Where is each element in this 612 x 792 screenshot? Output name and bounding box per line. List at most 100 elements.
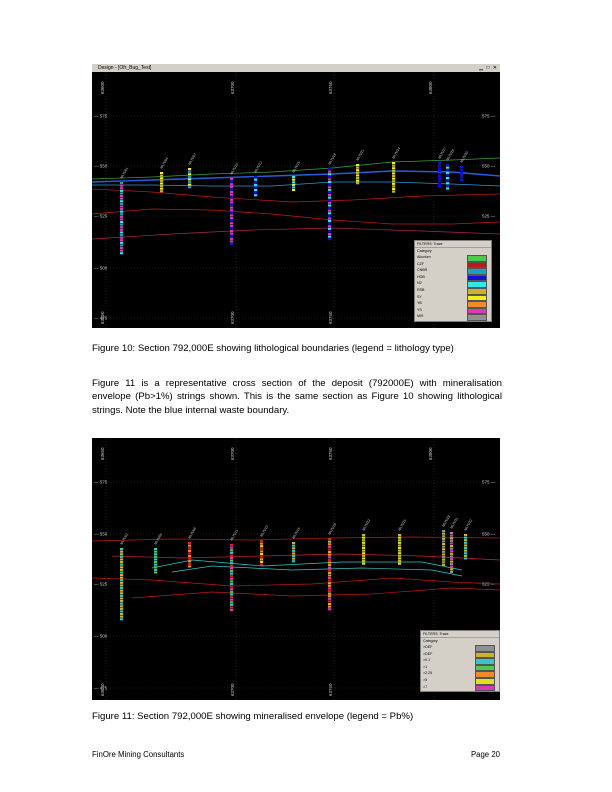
drillhole-label: MLP001	[119, 166, 129, 179]
drillhole-sample	[464, 547, 468, 550]
figure-11-image: 63650 63700 63750 63800 63650 63700 63750 — 575…	[92, 438, 500, 700]
drillhole-sample	[450, 560, 454, 563]
drillhole-sample	[230, 570, 234, 573]
drillhole-sample	[362, 539, 366, 542]
drillhole-sample	[328, 553, 332, 556]
drillhole-sample	[254, 181, 258, 184]
drillhole-sample	[230, 185, 234, 188]
drillhole-sample	[188, 549, 192, 552]
drillhole-sample	[230, 183, 234, 186]
drillhole-sample	[328, 222, 332, 225]
rl-label: — 550	[94, 164, 108, 169]
boundary-string	[111, 553, 500, 561]
drillhole-sample	[328, 569, 332, 572]
drillhole-sample	[260, 540, 264, 543]
drillhole-sample	[230, 577, 234, 580]
boundary-string	[92, 188, 500, 203]
drillhole-sample	[464, 541, 468, 544]
drillhole-sample	[160, 190, 164, 193]
drillhole-sample	[230, 243, 234, 246]
legend-header: Category	[417, 249, 432, 253]
drillhole-sample	[328, 209, 332, 212]
drillhole-sample	[464, 539, 468, 542]
drillhole-sample	[392, 185, 396, 188]
rl-label: — 550	[94, 532, 108, 537]
drillhole-sample	[230, 180, 234, 183]
drillhole-sample	[328, 217, 332, 220]
rl-label: — 475	[94, 316, 108, 321]
drillhole-sample	[446, 179, 450, 182]
drillhole-sample	[120, 610, 124, 613]
drillhole-sample	[230, 193, 234, 196]
drillhole-sample	[460, 176, 464, 179]
legend-item: CZF	[415, 261, 491, 269]
drillhole-sample	[292, 189, 296, 192]
drillhole-label: MLP015	[291, 160, 301, 173]
boundary-string	[92, 577, 500, 587]
rl-label: — 500	[94, 634, 108, 639]
drillhole-sample	[230, 593, 234, 596]
drillhole-sample	[442, 535, 446, 538]
drillhole-sample	[160, 185, 164, 188]
legend-item: Alluvium	[415, 254, 491, 262]
drillhole-sample	[120, 550, 124, 553]
drillhole-sample	[120, 558, 124, 561]
drillhole-sample	[254, 176, 258, 179]
drillhole-sample	[230, 198, 234, 201]
drillhole-sample	[328, 178, 332, 181]
drillhole-sample	[328, 548, 332, 551]
rl-label: 575 —	[482, 114, 496, 119]
drillhole-sample	[230, 196, 234, 199]
legend-swatch	[475, 684, 495, 692]
drillhole-sample	[446, 187, 450, 190]
drillhole-sample	[446, 171, 450, 174]
legend-item-label: >7	[423, 684, 428, 689]
drillhole-sample	[464, 554, 468, 557]
drillhole-sample	[328, 600, 332, 603]
drillhole-sample	[464, 534, 468, 537]
drillhole-sample	[230, 201, 234, 204]
legend-item-label: CNBR	[417, 268, 428, 273]
drillhole-sample	[460, 173, 464, 176]
drillhole-sample	[460, 171, 464, 174]
drillhole-label: MLP019	[327, 522, 337, 535]
drillhole-sample	[260, 560, 264, 563]
legend-item: RSB	[415, 287, 491, 295]
legend-item-label: Alluvium	[417, 255, 431, 259]
boundary-string	[92, 208, 500, 225]
drillhole-sample	[188, 183, 192, 186]
drillhole-sample	[160, 187, 164, 190]
drillhole-label: MLP024	[391, 146, 401, 159]
drillhole-sample	[120, 247, 124, 250]
drillhole-sample	[446, 182, 450, 185]
drillhole-sample	[120, 563, 124, 566]
drillhole-sample	[230, 230, 234, 233]
drillhole-sample	[230, 237, 234, 240]
drillhole-sample	[230, 235, 234, 238]
drillhole-sample	[450, 550, 454, 553]
legend-swatch	[467, 268, 487, 275]
drillhole-sample	[328, 212, 332, 215]
drillhole-sample	[328, 551, 332, 554]
drillhole-sample	[328, 181, 332, 184]
drillhole-sample	[328, 592, 332, 595]
drillhole-sample	[188, 168, 192, 171]
drillhole-sample	[188, 557, 192, 560]
drillhole-sample	[362, 560, 366, 563]
drillhole-sample	[188, 170, 192, 173]
easting-label: 63750	[328, 447, 333, 460]
drillhole-sample	[328, 538, 332, 541]
legend-swatch	[475, 671, 495, 678]
drillhole-sample	[230, 606, 234, 609]
drillhole-sample	[450, 539, 454, 542]
window-title: Design - [Ofr_Bug_Test]	[98, 65, 152, 71]
legend-item-label: >DEF	[423, 651, 433, 656]
rl-label: 575 —	[482, 480, 496, 485]
legend-swatch	[467, 261, 487, 269]
drillhole-sample	[154, 563, 158, 566]
drillhole-sample	[398, 560, 402, 563]
drillhole-sample	[120, 234, 124, 237]
easting-label: 63800	[428, 81, 433, 94]
drillhole-sample	[120, 215, 124, 218]
drillhole-sample	[442, 556, 446, 559]
